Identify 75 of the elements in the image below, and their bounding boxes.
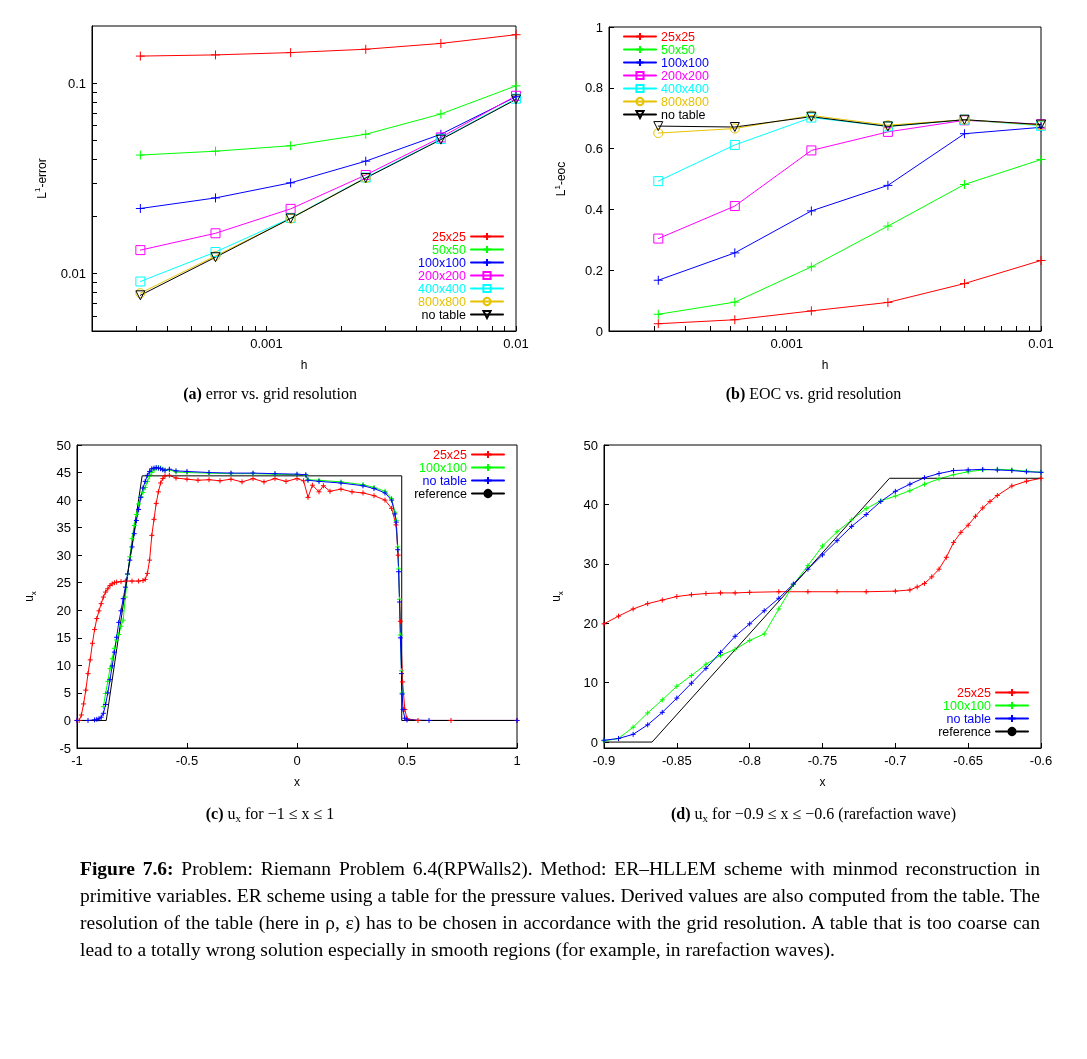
y-tick-label: 0.2 <box>584 262 603 278</box>
y-tick-label: 0.01 <box>60 266 86 282</box>
legend-label: 100x100 <box>419 460 468 475</box>
y-tick-label: -5 <box>59 740 71 756</box>
x-tick-label: 0.001 <box>770 336 803 351</box>
y-tick-label: 45 <box>56 465 71 481</box>
y-tick-label: 50 <box>56 437 71 453</box>
x-tick-label: 0.01 <box>503 336 529 351</box>
legend-label: 25x25 <box>661 29 696 44</box>
legend-label: no table <box>661 107 706 122</box>
legend-label: 400x400 <box>661 81 710 96</box>
y-tick-label: 15 <box>56 630 71 646</box>
legend-label: 200x200 <box>418 268 467 283</box>
x-tick-label: 0.001 <box>250 336 283 351</box>
x-axis-title: x <box>819 775 826 789</box>
x-tick-label: 0.01 <box>1028 336 1054 351</box>
legend-label: no table <box>422 473 468 488</box>
legend-label: 800x800 <box>418 294 467 309</box>
y-tick-label: 5 <box>63 685 71 701</box>
x-tick-label: 0.5 <box>397 753 417 768</box>
y-tick-label: 0.6 <box>584 141 603 157</box>
y-axis-title: L1-eoc <box>552 161 568 197</box>
y-axis-title: L1-error <box>33 158 49 199</box>
x-axis-title: h <box>821 358 829 372</box>
x-axis-title: h <box>300 358 308 372</box>
legend-label: 100x100 <box>661 55 710 70</box>
legend-label: 25x25 <box>431 229 467 244</box>
y-tick-label: 25 <box>56 575 71 591</box>
legend-label: reference <box>414 486 468 501</box>
legend-label: 400x400 <box>418 281 467 296</box>
y-tick-label: 20 <box>56 602 71 618</box>
x-tick-label: 1 <box>513 753 521 768</box>
y-tick-label: 0 <box>63 712 71 728</box>
x-tick-label: -1 <box>71 753 83 768</box>
y-tick-label: 1 <box>595 19 603 35</box>
legend-label: 50x50 <box>431 242 467 257</box>
y-tick-label: 40 <box>583 496 598 512</box>
y-tick-label: 0 <box>590 734 598 750</box>
y-tick-label: 30 <box>56 547 71 563</box>
legend-label: reference <box>938 724 992 739</box>
y-tick-label: 0.4 <box>584 201 603 217</box>
x-tick-label: -0.85 <box>662 753 692 768</box>
legend-label: no table <box>946 711 992 726</box>
x-tick-label: -0.7 <box>884 753 907 768</box>
y-tick-label: 0.1 <box>67 75 86 91</box>
y-tick-label: 20 <box>583 615 598 631</box>
x-tick-label: -0.6 <box>1029 753 1053 768</box>
x-axis-title: x <box>294 775 300 789</box>
y-tick-label: 30 <box>583 556 598 572</box>
legend-label: 50x50 <box>661 42 696 57</box>
legend-label: 100x100 <box>943 698 992 713</box>
y-axis-title: ux <box>549 591 565 602</box>
y-tick-label: 50 <box>583 437 598 453</box>
y-tick-label: 40 <box>56 492 71 508</box>
text: (a) error vs. grid resolution <box>183 384 357 403</box>
y-tick-label: 35 <box>56 520 71 536</box>
x-tick-label: -0.5 <box>175 753 199 768</box>
legend-label: 800x800 <box>661 94 710 109</box>
legend-label: no table <box>421 307 467 322</box>
x-tick-label: -0.8 <box>738 753 761 768</box>
y-tick-label: 0 <box>595 323 603 339</box>
y-axis-title: ux <box>22 591 38 602</box>
y-tick-label: 0.8 <box>584 80 603 96</box>
y-tick-label: 10 <box>56 657 71 673</box>
x-tick-label: -0.65 <box>953 753 983 768</box>
y-tick-label: 10 <box>583 675 598 691</box>
legend-label: 25x25 <box>956 685 992 700</box>
legend-label: 100x100 <box>418 255 467 270</box>
text: (b) EOC vs. grid resolution <box>725 384 902 403</box>
x-tick-label: -0.75 <box>807 753 838 768</box>
legend-label: 200x200 <box>661 68 710 83</box>
x-tick-label: 0 <box>293 753 301 768</box>
x-tick-label: -0.9 <box>592 753 616 768</box>
caption: Figure 7.6: Problem: Riemann Problem 6.4(RPWalls2). Method: ER–HLLEM scheme with minmod reconstruction in primitive variables. ER scheme using a table for the pressure values. Derived values are also computed from the table. The resolution of the table (here in ρ, ε) has to be chosen in accordance with the grid resolution. A table that is too coarse can lead to a totally wrong solution especially in smooth regions (for example, in rarefaction waves). <box>80 857 1040 962</box>
legend-label: 25x25 <box>432 447 468 462</box>
